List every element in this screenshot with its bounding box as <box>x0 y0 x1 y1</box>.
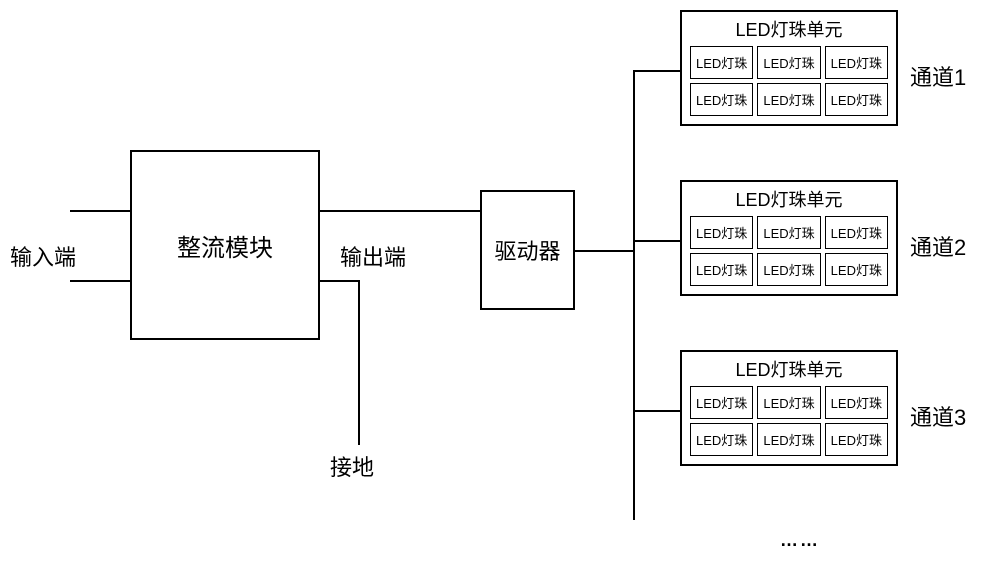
led-cell: LED灯珠 <box>825 423 888 456</box>
led-cell: LED灯珠 <box>757 46 820 79</box>
led-unit-3-grid: LED灯珠 LED灯珠 LED灯珠 LED灯珠 LED灯珠 LED灯珠 <box>690 386 888 456</box>
edge-to-ch3 <box>633 410 680 412</box>
edge-rect-out-bot <box>320 280 360 282</box>
ellipsis: …… <box>780 530 820 551</box>
channel-1-label: 通道1 <box>910 60 966 92</box>
led-cell: LED灯珠 <box>825 46 888 79</box>
led-cell: LED灯珠 <box>757 423 820 456</box>
led-cell: LED灯珠 <box>690 216 753 249</box>
driver-box: 驱动器 <box>480 190 575 310</box>
led-cell: LED灯珠 <box>825 386 888 419</box>
edge-to-ch1 <box>633 70 680 72</box>
led-unit-1-title: LED灯珠单元 <box>690 16 888 42</box>
led-unit-2-title: LED灯珠单元 <box>690 186 888 212</box>
led-cell: LED灯珠 <box>690 253 753 286</box>
led-cell: LED灯珠 <box>825 83 888 116</box>
led-cell: LED灯珠 <box>757 216 820 249</box>
channel-2-label: 通道2 <box>910 230 966 262</box>
led-unit-3-title: LED灯珠单元 <box>690 356 888 382</box>
led-cell: LED灯珠 <box>690 46 753 79</box>
rectifier-box: 整流模块 <box>130 150 320 340</box>
led-cell: LED灯珠 <box>825 216 888 249</box>
edge-rect-out-top <box>320 210 480 212</box>
channel-3-label: 通道3 <box>910 400 966 432</box>
led-unit-3: LED灯珠单元 LED灯珠 LED灯珠 LED灯珠 LED灯珠 LED灯珠 LE… <box>680 350 898 466</box>
output-label: 输出端 <box>340 240 406 272</box>
edge-ground-down <box>358 280 360 445</box>
led-unit-1-grid: LED灯珠 LED灯珠 LED灯珠 LED灯珠 LED灯珠 LED灯珠 <box>690 46 888 116</box>
led-unit-2: LED灯珠单元 LED灯珠 LED灯珠 LED灯珠 LED灯珠 LED灯珠 LE… <box>680 180 898 296</box>
led-unit-1: LED灯珠单元 LED灯珠 LED灯珠 LED灯珠 LED灯珠 LED灯珠 LE… <box>680 10 898 126</box>
led-cell: LED灯珠 <box>757 83 820 116</box>
led-cell: LED灯珠 <box>825 253 888 286</box>
led-unit-2-grid: LED灯珠 LED灯珠 LED灯珠 LED灯珠 LED灯珠 LED灯珠 <box>690 216 888 286</box>
edge-to-ch2 <box>633 240 680 242</box>
input-label: 输入端 <box>10 240 76 272</box>
led-cell: LED灯珠 <box>757 253 820 286</box>
edge-bus-v <box>633 70 635 520</box>
led-cell: LED灯珠 <box>690 83 753 116</box>
led-cell: LED灯珠 <box>690 423 753 456</box>
ground-label: 接地 <box>330 450 374 482</box>
edge-driver-out <box>575 250 635 252</box>
rectifier-label: 整流模块 <box>177 228 273 263</box>
led-cell: LED灯珠 <box>690 386 753 419</box>
driver-label: 驱动器 <box>494 234 560 266</box>
led-cell: LED灯珠 <box>757 386 820 419</box>
